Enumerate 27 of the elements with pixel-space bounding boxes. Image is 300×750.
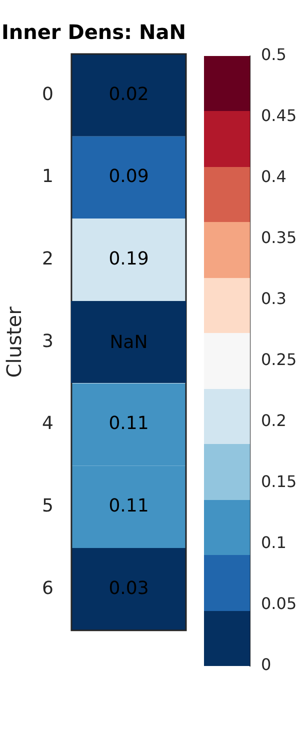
color-bar-label: 0.45: [261, 106, 297, 126]
color-bar-label: 0.35: [261, 228, 297, 248]
color-bar-label: 0: [261, 655, 272, 674]
color-bar-label: 0.2: [261, 411, 286, 430]
y-tick-label: 0: [42, 84, 54, 105]
color-bar-label: 0.15: [261, 472, 297, 492]
color-bar-label: 0.4: [261, 167, 286, 186]
color-bar-label: 0.5: [261, 45, 286, 64]
empty-cell: NaN: [71, 301, 186, 384]
y-tick-label: 4: [42, 413, 54, 434]
data-label: 0.11: [108, 496, 149, 517]
data-label: 0.02: [108, 84, 149, 105]
data-label: 0.09: [108, 166, 149, 188]
color-bar-label: 0.25: [261, 350, 297, 370]
data-label: 0.11: [108, 413, 149, 434]
data-label: 0.19: [108, 248, 149, 270]
y-tick-label: 2: [42, 248, 54, 270]
y-axis-title: Cluster: [2, 306, 26, 378]
color-bar-label: 0.05: [261, 594, 297, 614]
y-tick-label: 6: [42, 578, 54, 599]
y-tick-label: 5: [42, 496, 54, 517]
data-label: 0.03: [108, 578, 149, 599]
color-bar-label: 0.1: [261, 533, 286, 552]
y-tick-label: 1: [42, 166, 54, 188]
y-tick-label: 3: [42, 330, 54, 352]
chart-title: Inner Dens: NaN: [1, 20, 186, 44]
color-bar-label: 0.3: [261, 289, 286, 308]
